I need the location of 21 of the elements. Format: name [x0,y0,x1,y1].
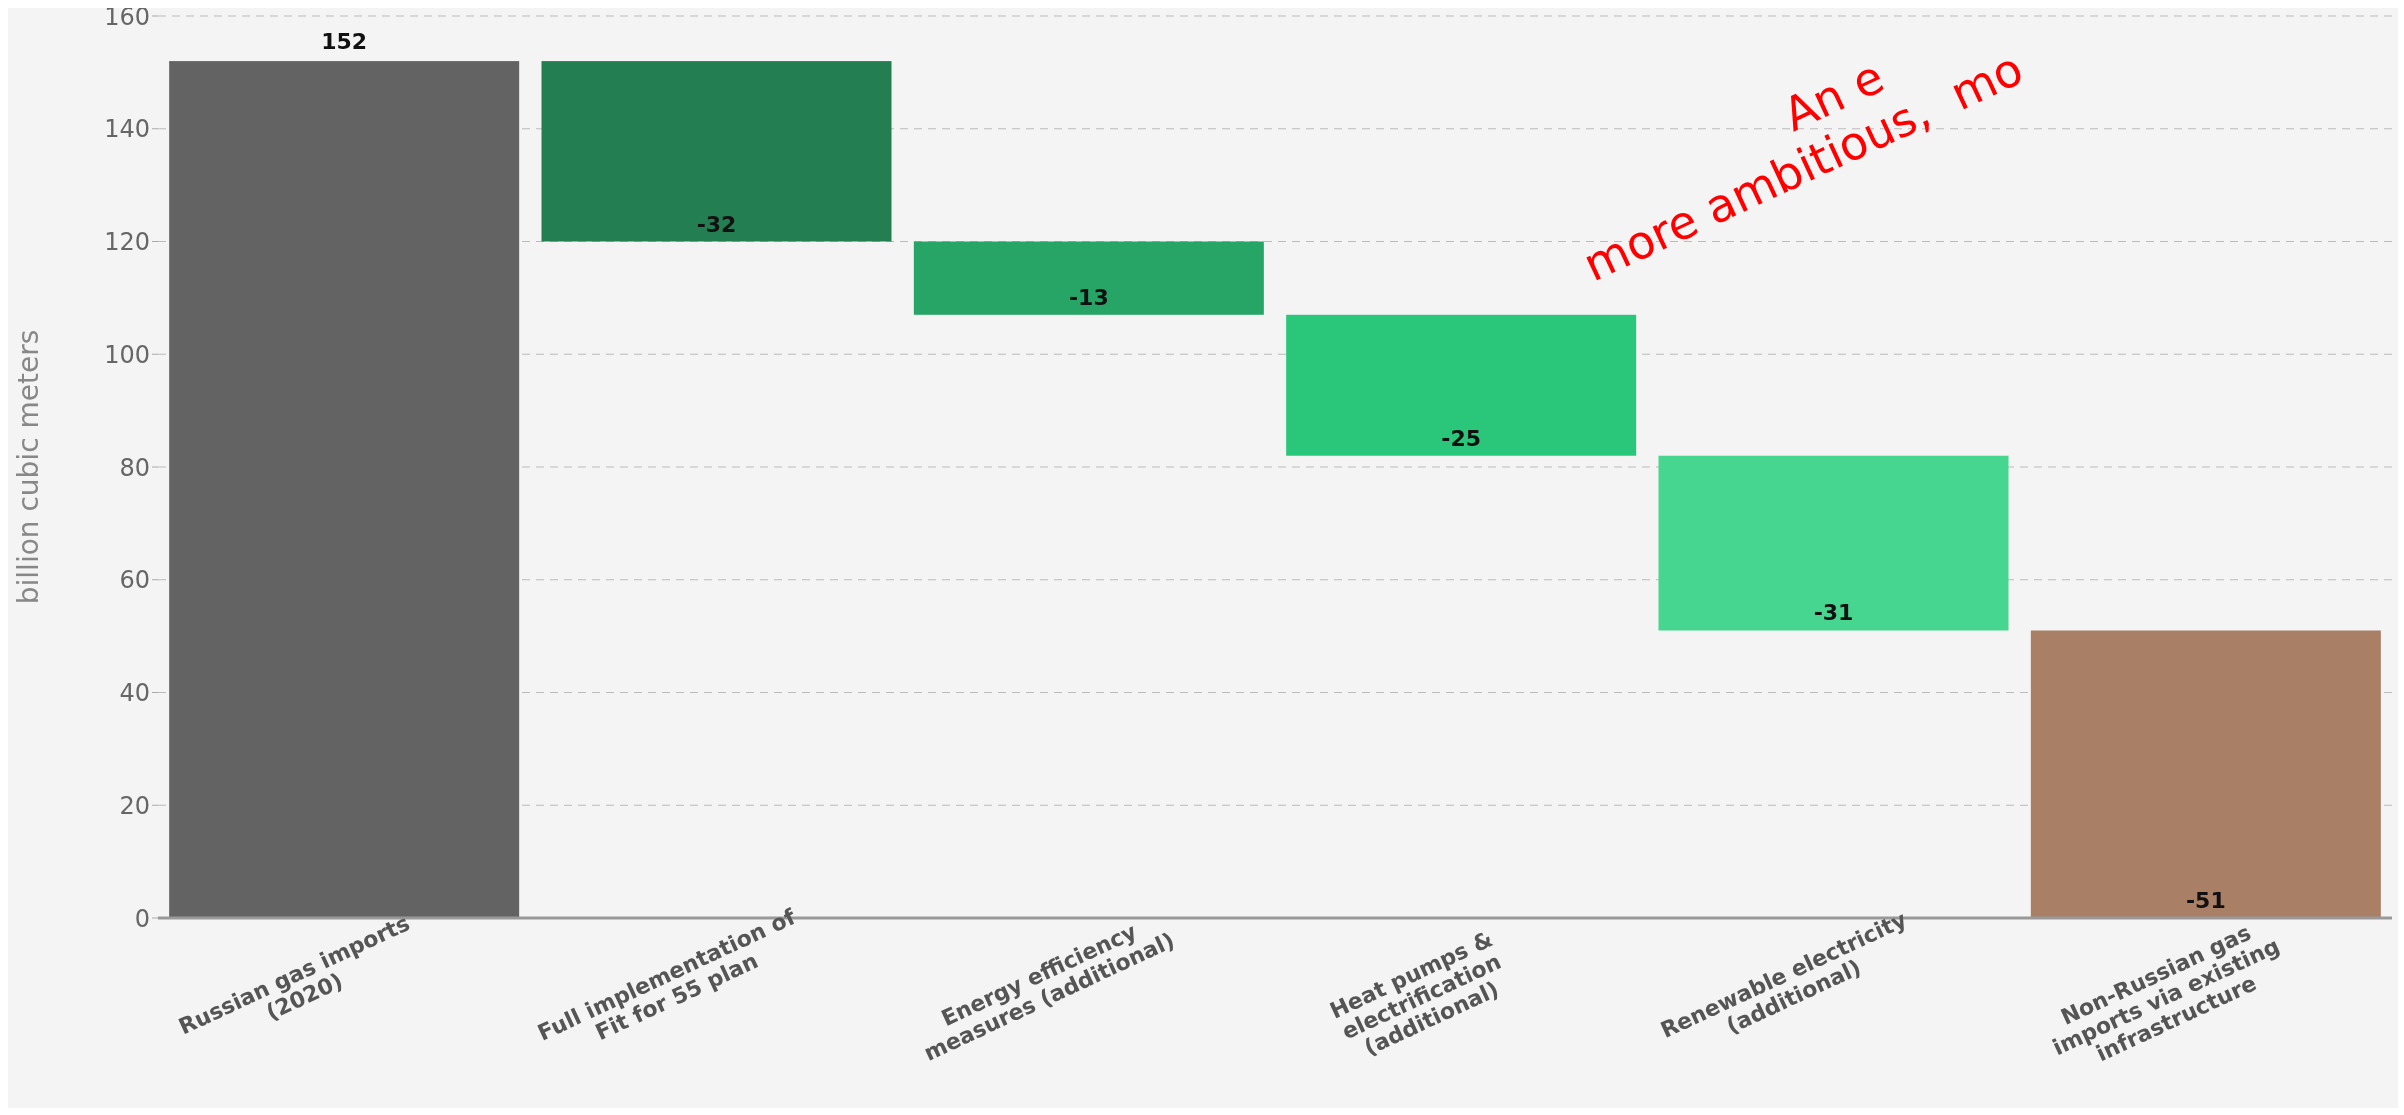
bar [541,61,892,242]
bar [169,61,520,918]
y-tick-label: 60 [119,566,150,595]
data-label: -32 [696,211,737,237]
y-tick-label: 140 [104,115,150,144]
y-tick-label: 120 [104,228,150,257]
data-label: -31 [1813,600,1854,626]
bar [2030,630,2381,918]
bar [1658,455,2009,631]
y-tick-label: 80 [119,453,150,482]
y-axis-title: billion cubic meters [11,329,45,605]
data-label: -13 [1068,284,1109,310]
bar [913,241,1264,315]
data-label: 152 [321,29,368,55]
y-tick-label: 40 [119,679,150,708]
y-tick-label: 0 [134,904,150,933]
data-label: -51 [2185,888,2226,913]
data-label: -25 [1441,425,1482,451]
y-tick-label: 100 [104,340,150,369]
y-tick-label: 20 [119,791,150,820]
bar [1286,314,1637,456]
